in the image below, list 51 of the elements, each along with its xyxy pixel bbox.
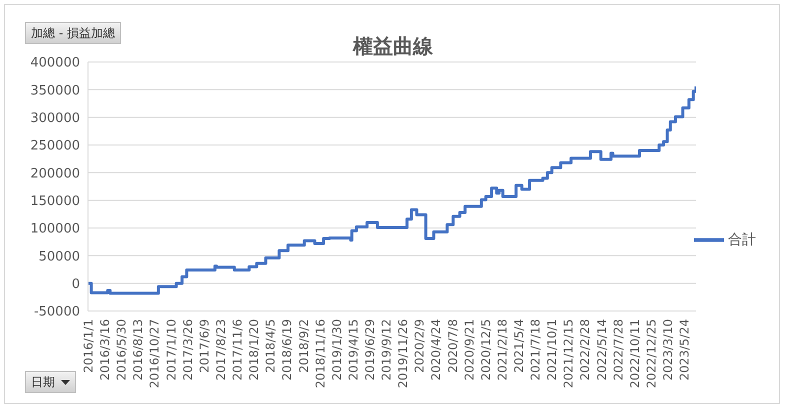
- x-tick-label: 2021/10/1: [545, 319, 560, 381]
- x-tick-label: 2018/1/20: [247, 319, 262, 381]
- x-tick-label: 2020/7/8: [446, 319, 460, 373]
- x-tick-label: 2019/4/15: [346, 319, 360, 381]
- x-tick-label: 2022/12/25: [644, 319, 658, 388]
- y-tick-label: 200000: [30, 166, 80, 182]
- x-tick-label: 2018/6/19: [280, 319, 294, 381]
- x-tick-label: 2016/10/27: [148, 319, 162, 388]
- x-tick-label: 2017/6/9: [197, 319, 212, 373]
- x-tick-label: 2023/3/10: [661, 319, 676, 381]
- x-tick-label: 2019/6/29: [363, 319, 377, 381]
- x-tick-label: 2016/8/13: [131, 319, 146, 381]
- x-tick-label: 2020/9/21: [462, 319, 476, 381]
- x-tick-label: 2016/1/1: [82, 319, 96, 373]
- x-tick-label: 2017/1/10: [164, 319, 178, 381]
- y-tick-label: 400000: [30, 56, 80, 71]
- field-button: 日期: [25, 371, 76, 393]
- y-tick-label: -50000: [34, 304, 80, 320]
- x-tick-label: 2017/3/26: [180, 319, 195, 381]
- y-tick-label: 100000: [30, 222, 80, 237]
- x-tick-label: 2017/8/23: [214, 319, 228, 381]
- x-tick-label: 2021/12/15: [562, 319, 576, 388]
- x-tick-label: 2021/5/4: [512, 319, 526, 373]
- x-tick-label: 2019/11/26: [396, 319, 410, 388]
- y-tick-label: 300000: [30, 110, 80, 126]
- x-tick-label: 2016/5/30: [114, 319, 129, 381]
- x-tick-label: 2018/9/2: [296, 319, 311, 373]
- x-tick-label: 2016/3/16: [98, 319, 112, 381]
- x-tick-label: 2017/11/6: [230, 319, 245, 381]
- chart-title: 權益曲線: [353, 34, 433, 58]
- x-tick-label: 2021/7/18: [528, 319, 543, 381]
- y-tick-label: 150000: [30, 194, 80, 209]
- x-tick-label: 2022/5/14: [594, 319, 609, 381]
- x-tick-label: 2022/10/11: [628, 319, 642, 388]
- y-tick-label: 250000: [30, 138, 80, 154]
- y-tick-label: 50000: [38, 249, 80, 264]
- x-tick-label: 2018/4/5: [264, 319, 278, 373]
- x-tick-label: 2020/2/9: [412, 319, 427, 373]
- x-tick-label: 2021/2/18: [495, 319, 510, 381]
- x-tick-label: 2020/12/5: [478, 319, 493, 381]
- y-tick-label: 350000: [30, 83, 80, 98]
- legend-label: 合計: [728, 232, 756, 248]
- x-tick-label: 2022/2/28: [578, 319, 592, 381]
- x-tick-label: 2018/11/16: [313, 319, 328, 388]
- x-tick-label: 2022/7/28: [611, 319, 626, 381]
- x-tick-label: 2019/1/30: [330, 319, 344, 381]
- y-tick-label: 0: [72, 276, 80, 292]
- x-tick-label: 2019/9/12: [380, 319, 394, 381]
- field-button: 加總 - 損益加總: [25, 22, 121, 44]
- x-tick-label: 2020/4/24: [429, 319, 444, 381]
- x-tick-label: 2023/5/24: [678, 319, 692, 381]
